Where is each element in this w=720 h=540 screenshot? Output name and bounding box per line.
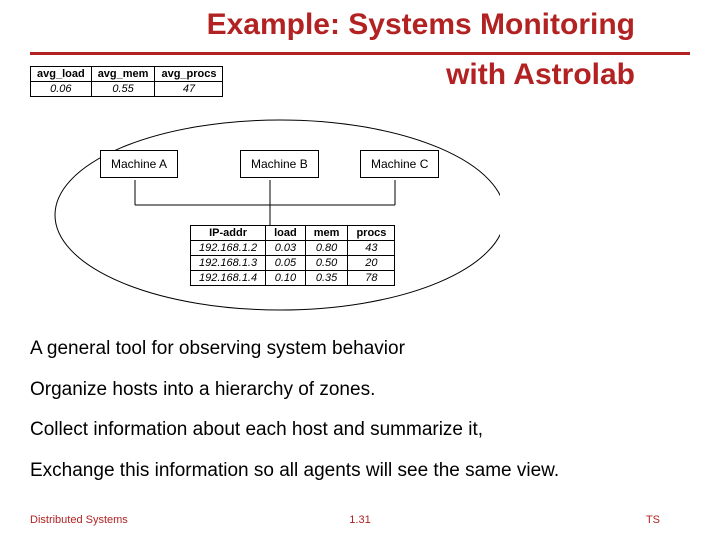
col-header: avg_mem [91, 67, 155, 82]
body-line: A general tool for observing system beha… [30, 335, 690, 364]
body-text: A general tool for observing system beha… [30, 335, 690, 497]
machine-box-a: Machine A [100, 150, 178, 178]
cell: 192.168.1.3 [191, 256, 266, 271]
body-line: Organize hosts into a hierarchy of zones… [30, 376, 690, 405]
col-header: mem [305, 226, 348, 241]
body-line: Collect information about each host and … [30, 416, 690, 445]
table-row: avg_load avg_mem avg_procs [31, 67, 223, 82]
cell: 78 [348, 271, 395, 286]
table-row: 192.168.1.3 0.05 0.50 20 [191, 256, 395, 271]
title-rule [30, 52, 690, 55]
footer-right: TS [646, 514, 660, 526]
cell: 47 [155, 82, 223, 97]
cell: 20 [348, 256, 395, 271]
col-header: IP-addr [191, 226, 266, 241]
table-row: 192.168.1.4 0.10 0.35 78 [191, 271, 395, 286]
cell: 0.55 [91, 82, 155, 97]
diagram: Machine A Machine B Machine C IP-addr lo… [40, 110, 500, 320]
cell: 0.80 [305, 241, 348, 256]
cell: 192.168.1.2 [191, 241, 266, 256]
col-header: avg_load [31, 67, 92, 82]
machine-box-c: Machine C [360, 150, 439, 178]
cell: 0.05 [266, 256, 306, 271]
title-line1: Example: Systems Monitoring [0, 8, 635, 41]
cell: 0.35 [305, 271, 348, 286]
aggregate-table: avg_load avg_mem avg_procs 0.06 0.55 47 [30, 66, 223, 97]
diagram-svg [40, 110, 500, 320]
cell: 0.06 [31, 82, 92, 97]
slide-title: Example: Systems Monitoring [0, 8, 720, 41]
machine-box-b: Machine B [240, 150, 319, 178]
col-header: avg_procs [155, 67, 223, 82]
table-row: 192.168.1.2 0.03 0.80 43 [191, 241, 395, 256]
footer-center: 1.31 [0, 514, 720, 526]
cell: 43 [348, 241, 395, 256]
cell: 192.168.1.4 [191, 271, 266, 286]
col-header: load [266, 226, 306, 241]
cell: 0.03 [266, 241, 306, 256]
cell: 0.50 [305, 256, 348, 271]
col-header: procs [348, 226, 395, 241]
table-row: IP-addr load mem procs [191, 226, 395, 241]
table-row: 0.06 0.55 47 [31, 82, 223, 97]
body-line: Exchange this information so all agents … [30, 457, 690, 486]
cell: 0.10 [266, 271, 306, 286]
host-table: IP-addr load mem procs 192.168.1.2 0.03 … [190, 225, 395, 286]
